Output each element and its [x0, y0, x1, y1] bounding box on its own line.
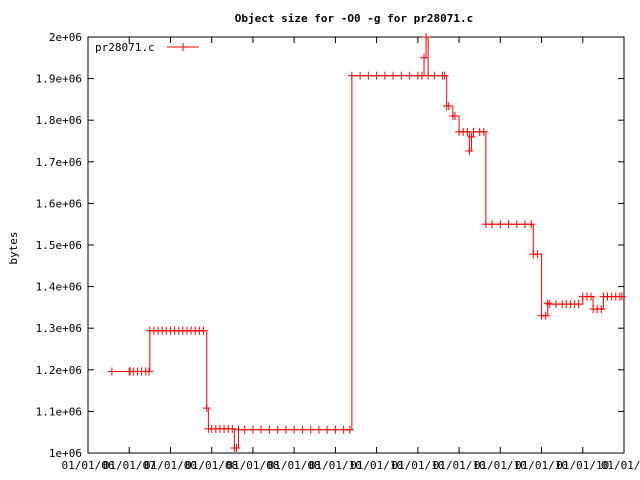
data-point — [405, 71, 414, 80]
x-tick-label: 01/01/10 — [556, 459, 609, 472]
x-tick-label: 01/01/10 — [309, 459, 362, 472]
data-point — [364, 71, 373, 80]
data-point — [306, 425, 315, 434]
y-tick-label: 1.4e+06 — [36, 281, 82, 294]
data-point — [240, 425, 249, 434]
x-tick-label: 01/01/00 — [144, 459, 197, 472]
y-tick-label: 1e+06 — [49, 447, 82, 460]
y-tick-label: 1.2e+06 — [36, 364, 82, 377]
y-tick-label: 1.8e+06 — [36, 114, 82, 127]
series-line — [111, 36, 622, 449]
data-point — [496, 220, 505, 229]
data-point — [145, 367, 154, 376]
data-point — [597, 305, 606, 314]
data-point — [331, 425, 340, 434]
data-point — [290, 425, 299, 434]
data-point — [617, 292, 626, 301]
x-tick-label: 01/01/08 — [185, 459, 238, 472]
data-point — [202, 404, 211, 413]
data-point — [389, 71, 398, 80]
y-axis: 1e+06 1.1e+06 1.2e+06 1.3e+06 1.4e+06 1.5e+06… — [36, 31, 624, 460]
data-point — [533, 250, 542, 259]
data-point — [504, 220, 513, 229]
data-point — [541, 311, 550, 320]
data-point — [397, 71, 406, 80]
data-point — [298, 425, 307, 434]
data-point — [479, 127, 488, 136]
plot-frame — [87, 36, 625, 454]
data-point — [323, 425, 332, 434]
data-point — [574, 300, 583, 309]
data-point — [420, 53, 429, 62]
y-tick-label: 2e+06 — [49, 31, 82, 44]
y-tick-label: 1.3e+06 — [36, 322, 82, 335]
y-tick-label: 1.1e+06 — [36, 405, 82, 418]
chart-title: Object size for -O0 -g for pr28071.c — [235, 12, 473, 25]
x-tick-label: 01/01/07 — [103, 459, 156, 472]
x-tick-label: 01/01/10 — [515, 459, 568, 472]
data-point — [380, 71, 389, 80]
data-point — [248, 425, 257, 434]
y-tick-label: 1.7e+06 — [36, 156, 82, 169]
data-point — [512, 220, 521, 229]
legend-label: pr28071.c — [95, 41, 155, 54]
y-tick-label: 1.6e+06 — [36, 197, 82, 210]
data-point — [314, 425, 323, 434]
data-point — [265, 425, 274, 434]
data-point — [232, 444, 241, 453]
data-point — [444, 102, 453, 111]
data-point — [587, 292, 596, 301]
series-layer — [107, 33, 626, 453]
x-tick-label: 01/01/08 — [268, 459, 321, 472]
data-point — [257, 425, 266, 434]
x-tick-label: 01/01/10 — [350, 459, 403, 472]
x-tick-label: 01/01/10 — [474, 459, 527, 472]
x-tick-label: 01/01/10 — [433, 459, 486, 472]
data-point — [199, 326, 208, 335]
data-point — [465, 146, 474, 155]
data-point — [467, 132, 476, 141]
x-axis: 01/01/0601/01/0701/01/0001/01/0801/01/08… — [62, 37, 640, 472]
x-tick-label: 01/01/06 — [62, 459, 115, 472]
data-point — [273, 425, 282, 434]
x-tick-label: 01/01/10 — [391, 459, 444, 472]
x-tick-label: 01/01/08 — [226, 459, 279, 472]
x-tick-label: 01/01/1 — [601, 459, 640, 472]
data-point — [347, 71, 356, 80]
data-point — [527, 220, 536, 229]
data-point — [422, 33, 431, 41]
data-point — [228, 424, 237, 433]
data-point — [372, 71, 381, 80]
data-point — [356, 71, 365, 80]
y-tick-label: 1.5e+06 — [36, 239, 82, 252]
data-point — [281, 425, 290, 434]
data-point — [488, 220, 497, 229]
y-axis-label: bytes — [7, 231, 20, 264]
data-point — [440, 71, 449, 80]
legend: pr28071.c — [95, 41, 199, 54]
data-point — [430, 71, 439, 80]
data-point — [345, 425, 354, 434]
data-point — [543, 299, 552, 308]
y-tick-label: 1.9e+06 — [36, 73, 82, 86]
data-point — [107, 367, 116, 376]
data-point — [450, 112, 459, 121]
